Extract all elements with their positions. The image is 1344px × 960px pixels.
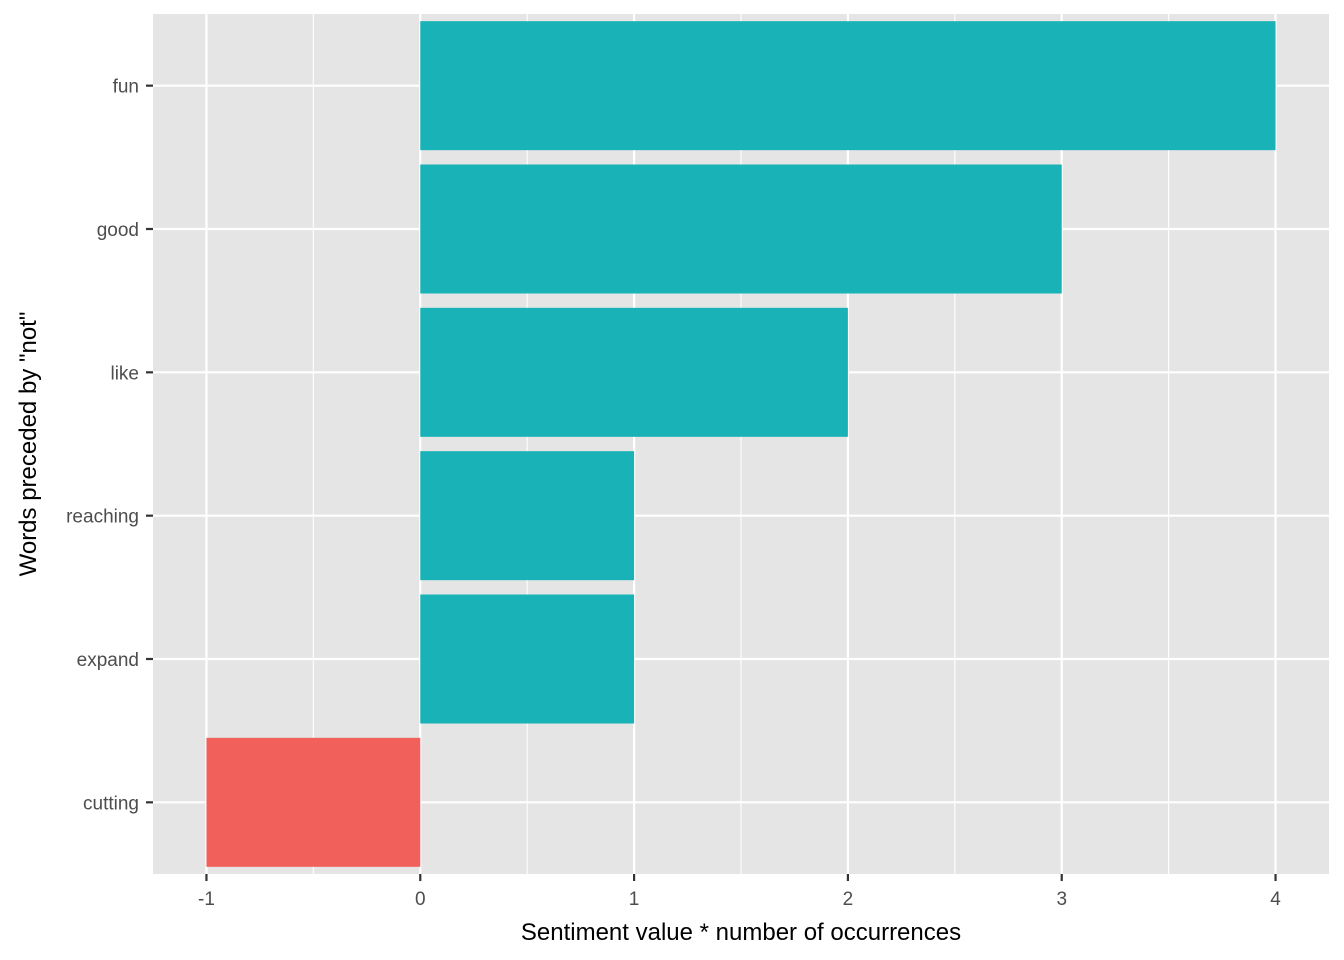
bar-good [420, 164, 1062, 294]
bar-cutting [206, 737, 421, 867]
x-tick-label: 1 [629, 889, 640, 910]
x-tick-label: 2 [843, 889, 854, 910]
bar-reaching [420, 451, 635, 581]
y-tick-label-fun: fun [113, 77, 139, 98]
bar-like [420, 307, 848, 437]
x-tick-label: 4 [1270, 889, 1281, 910]
bars-group [206, 21, 1276, 867]
x-tick-label: -1 [198, 889, 215, 910]
y-tick-label-reaching: reaching [66, 507, 139, 528]
y-axis: fun good like reaching expand cutting [66, 77, 153, 814]
x-tick-label: 3 [1056, 889, 1067, 910]
bar-expand [420, 594, 635, 724]
minor-gridlines [312, 14, 1170, 874]
y-tick-label-cutting: cutting [83, 793, 139, 814]
x-axis-title: Sentiment value * number of occurrences [521, 919, 961, 946]
y-tick-label-good: good [97, 220, 139, 241]
y-tick-label-like: like [110, 363, 139, 384]
y-axis-title: Words preceded by "not" [15, 312, 42, 577]
y-tick-label-expand: expand [77, 650, 139, 671]
x-axis: -1 0 1 2 3 4 [198, 874, 1281, 910]
bar-fun [420, 21, 1276, 151]
x-tick-label: 0 [415, 889, 426, 910]
